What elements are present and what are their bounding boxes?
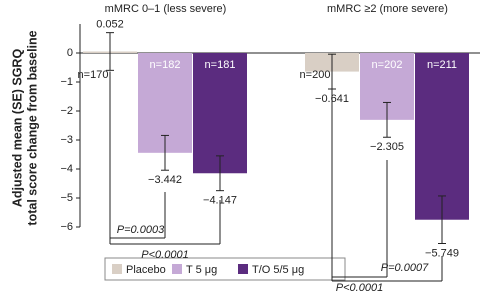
legend-label: Placebo — [126, 264, 166, 276]
n-label: n=170 — [78, 69, 109, 81]
p-value: P<0.0001 — [141, 249, 188, 261]
n-label: n=211 — [427, 59, 457, 71]
y-tick-label: 0 — [67, 47, 73, 59]
value-label: −3.442 — [148, 174, 182, 186]
p-value: P=0.0007 — [381, 262, 429, 274]
n-label: n=200 — [300, 69, 331, 81]
y-tick-label: −5 — [60, 192, 73, 204]
n-label: n=181 — [205, 59, 236, 71]
value-label: −2.305 — [370, 141, 404, 153]
y-axis-label: Adjusted mean (SE) SGRQ — [10, 49, 24, 208]
group-title: mMRC 0–1 (less severe) — [105, 3, 227, 15]
legend-label: T/O 5/5 μg — [252, 264, 304, 276]
n-label: n=202 — [372, 59, 403, 71]
legend-swatch — [172, 264, 182, 274]
y-axis-label: total score change from baseline — [25, 30, 39, 225]
legend-swatch — [238, 264, 248, 274]
y-tick-label: −1 — [60, 76, 73, 88]
y-tick-label: −2 — [60, 105, 73, 117]
n-label: n=182 — [150, 59, 181, 71]
y-tick-label: −6 — [60, 221, 73, 233]
bar — [415, 53, 469, 220]
y-tick-label: −3 — [60, 134, 73, 146]
legend-box — [104, 257, 346, 281]
bar — [193, 53, 247, 174]
group-title: mMRC ≥2 (more severe) — [327, 3, 448, 15]
legend-swatch — [112, 264, 122, 274]
p-value: P<0.0001 — [336, 282, 383, 292]
value-label: 0.052 — [96, 19, 124, 31]
y-tick-label: −4 — [60, 163, 73, 175]
legend-label: T 5 μg — [186, 264, 217, 276]
value-label: −5.749 — [425, 247, 459, 259]
p-value: P=0.0003 — [117, 224, 165, 236]
